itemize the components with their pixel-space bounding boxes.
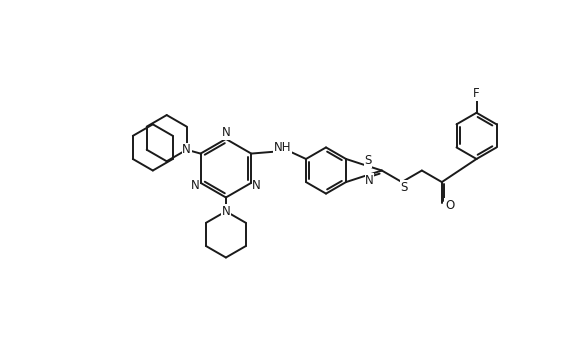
Text: N: N xyxy=(365,174,374,187)
Text: N: N xyxy=(222,205,230,218)
Text: S: S xyxy=(400,181,408,194)
Text: N: N xyxy=(252,179,261,192)
Text: N: N xyxy=(191,179,200,192)
Text: S: S xyxy=(364,154,372,167)
Text: NH: NH xyxy=(274,141,291,154)
Text: N: N xyxy=(222,126,230,139)
Text: O: O xyxy=(445,199,454,212)
Text: F: F xyxy=(473,87,480,100)
Text: N: N xyxy=(182,143,191,156)
